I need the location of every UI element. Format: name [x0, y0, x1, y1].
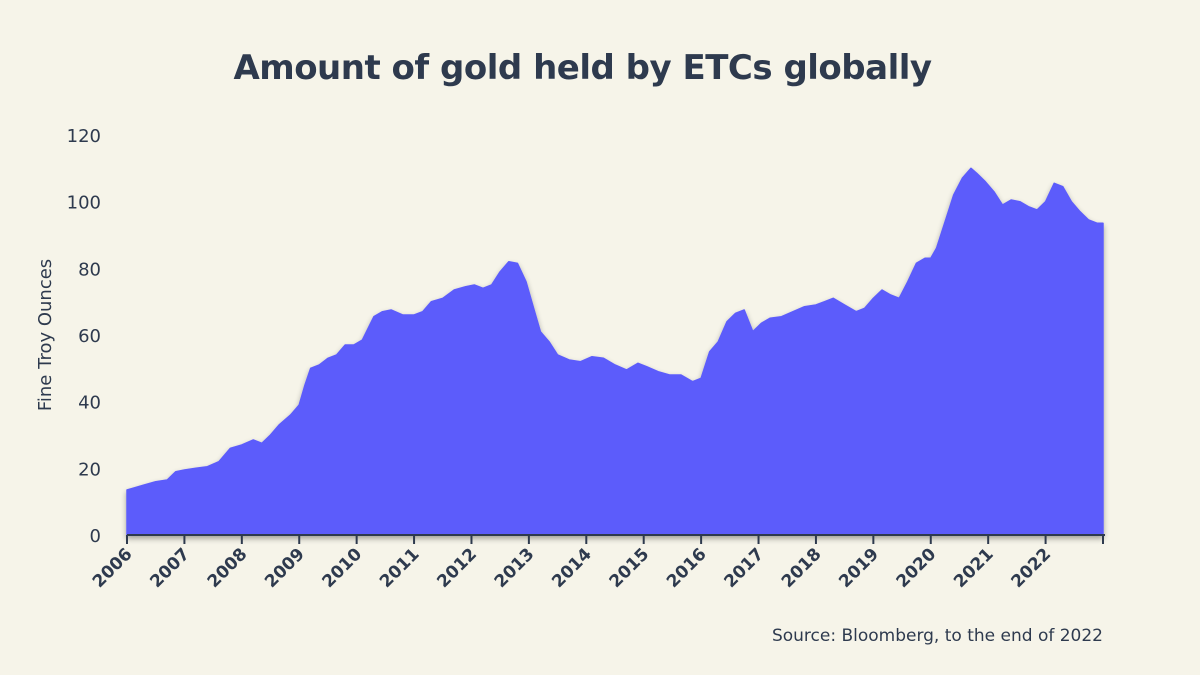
x-tick-label: 2013: [491, 544, 539, 592]
x-tick-label: 2016: [663, 544, 711, 592]
x-tick-label: 2014: [548, 544, 596, 592]
x-axis-ticks: 2006 2007 2008 2009 2010 2011 2012 2013 2014 2015…: [89, 535, 1104, 592]
area-series: [126, 167, 1104, 536]
y-tick-label: 80: [78, 259, 101, 280]
y-tick-label: 120: [67, 126, 101, 147]
y-tick-label: 100: [67, 193, 101, 214]
x-tick-label: 2018: [778, 544, 826, 592]
x-tick-label: 2008: [204, 544, 252, 592]
y-tick-label: 60: [78, 326, 101, 347]
x-tick-label: 2022: [1008, 544, 1056, 592]
x-tick-label: 2020: [893, 544, 941, 592]
x-tick-label: 2007: [146, 544, 194, 592]
y-tick-label: 40: [78, 393, 101, 414]
y-axis-title: Fine Troy Ounces: [35, 259, 56, 411]
x-tick-label: 2021: [950, 544, 998, 592]
y-tick-label: 0: [90, 526, 101, 547]
x-tick-label: 2017: [720, 544, 768, 592]
x-tick-label: 2006: [89, 544, 137, 592]
y-tick-label: 20: [78, 459, 101, 480]
x-tick-label: 2011: [376, 544, 424, 592]
y-axis-ticks: 0 20 40 60 80 100 120: [67, 126, 101, 547]
x-tick-label: 2015: [606, 544, 654, 592]
x-tick-label: 2009: [261, 544, 309, 592]
x-tick-label: 2019: [835, 544, 883, 592]
x-tick-label: 2012: [433, 544, 481, 592]
source-note: Source: Bloomberg, to the end of 2022: [771, 626, 1103, 646]
chart-title: Amount of gold held by ETCs globally: [233, 48, 932, 88]
x-tick-label: 2010: [319, 544, 367, 592]
